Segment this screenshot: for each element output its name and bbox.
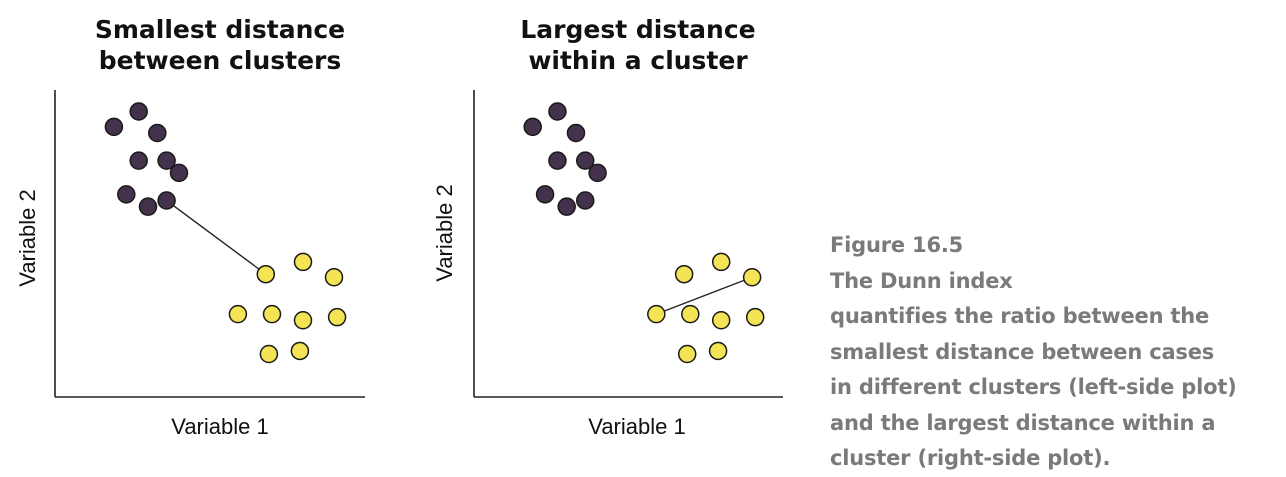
- right-cluster-2-point-6: [711, 311, 731, 330]
- caption-line-3: smallest distance between cases: [830, 339, 1215, 364]
- right-x-axis-label: Variable 1: [588, 414, 685, 439]
- right-cluster-1-point-3: [566, 123, 586, 143]
- left-plot-title-line-1: Smallest distance: [94, 15, 346, 44]
- left-cluster-2-point-5: [262, 304, 282, 324]
- right-connector-group: [656, 276, 753, 315]
- left-cluster-2-point-9: [290, 341, 310, 361]
- left-cluster-2-point-1: [256, 264, 276, 284]
- right-plot-title-line-2: within a cluster: [528, 46, 748, 75]
- left-cluster-2-point-3: [324, 268, 344, 287]
- right-cluster-1-point-4: [548, 151, 567, 170]
- right-distance-line: [656, 276, 753, 315]
- left-cluster-2-point-7: [327, 307, 347, 327]
- right-cluster-1-point-6: [588, 163, 607, 183]
- right-cluster-1-point-1: [523, 117, 542, 137]
- caption-line-5: and the largest distance within a: [830, 410, 1216, 435]
- left-scatter-plot: Variable 1 Variable 2: [15, 90, 365, 439]
- left-cluster-1-point-6: [169, 163, 189, 183]
- right-plot-title: Largest distance within a cluster: [478, 14, 798, 76]
- right-cluster-2-point-7: [745, 307, 765, 327]
- left-cluster-1-point-5: [157, 151, 176, 170]
- right-plot-title-line-1: Largest distance: [520, 15, 756, 44]
- right-cluster-1-point-9: [575, 191, 595, 210]
- right-y-axis-label: Variable 2: [432, 184, 457, 281]
- right-scatter-plot: Variable 1 Variable 2: [432, 90, 783, 439]
- right-cluster-2-point-9: [708, 341, 728, 361]
- left-points-group: [104, 102, 347, 364]
- caption-line-1-text: The Dunn index: [830, 268, 1013, 293]
- caption-line-4: in different clusters (left-side plot): [830, 375, 1237, 399]
- right-cluster-1-point-2: [548, 102, 567, 121]
- figure-caption: Figure 16.5 The Dunn index quantifies the…: [830, 228, 1280, 477]
- left-cluster-1-point-9: [157, 191, 176, 210]
- caption-line-1: Figure 16.5 The Dunn index: [830, 228, 1280, 299]
- left-cluster-1-point-8: [138, 197, 158, 216]
- scatter-plots: Variable 1 Variable 2 Variable 1 Variabl…: [15, 90, 783, 439]
- left-cluster-1-point-2: [129, 102, 148, 121]
- right-cluster-2-point-1: [674, 264, 694, 284]
- left-connector-group: [166, 199, 267, 275]
- figure-number: Figure 16.5: [830, 233, 964, 257]
- right-points-group: [523, 102, 765, 364]
- left-distance-line: [166, 199, 267, 275]
- right-cluster-2-point-8: [677, 344, 697, 364]
- left-cluster-1-point-1: [104, 117, 124, 137]
- left-cluster-2-point-2: [293, 252, 313, 272]
- right-cluster-1-point-5: [575, 151, 595, 170]
- left-plot-title: Smallest distance between clusters: [60, 14, 380, 76]
- left-x-axis-label: Variable 1: [171, 414, 268, 439]
- left-cluster-1-point-4: [129, 151, 148, 170]
- right-cluster-1-point-7: [535, 185, 555, 204]
- left-cluster-1-point-3: [148, 123, 167, 143]
- right-cluster-2-point-5: [681, 304, 700, 324]
- left-plot-title-line-2: between clusters: [98, 46, 342, 75]
- right-cluster-2-point-2: [711, 252, 731, 272]
- left-cluster-2-point-4: [228, 304, 248, 324]
- left-cluster-2-point-8: [259, 344, 279, 364]
- left-cluster-2-point-6: [293, 311, 313, 330]
- left-cluster-1-point-7: [117, 185, 136, 204]
- right-cluster-2-point-4: [647, 304, 666, 324]
- left-y-axis-label: Variable 2: [15, 189, 40, 286]
- caption-line-6: cluster (right-side plot).: [830, 446, 1111, 470]
- caption-line-2: quantifies the ratio between the: [830, 304, 1210, 328]
- right-cluster-2-point-3: [742, 268, 762, 287]
- right-cluster-1-point-8: [557, 197, 576, 216]
